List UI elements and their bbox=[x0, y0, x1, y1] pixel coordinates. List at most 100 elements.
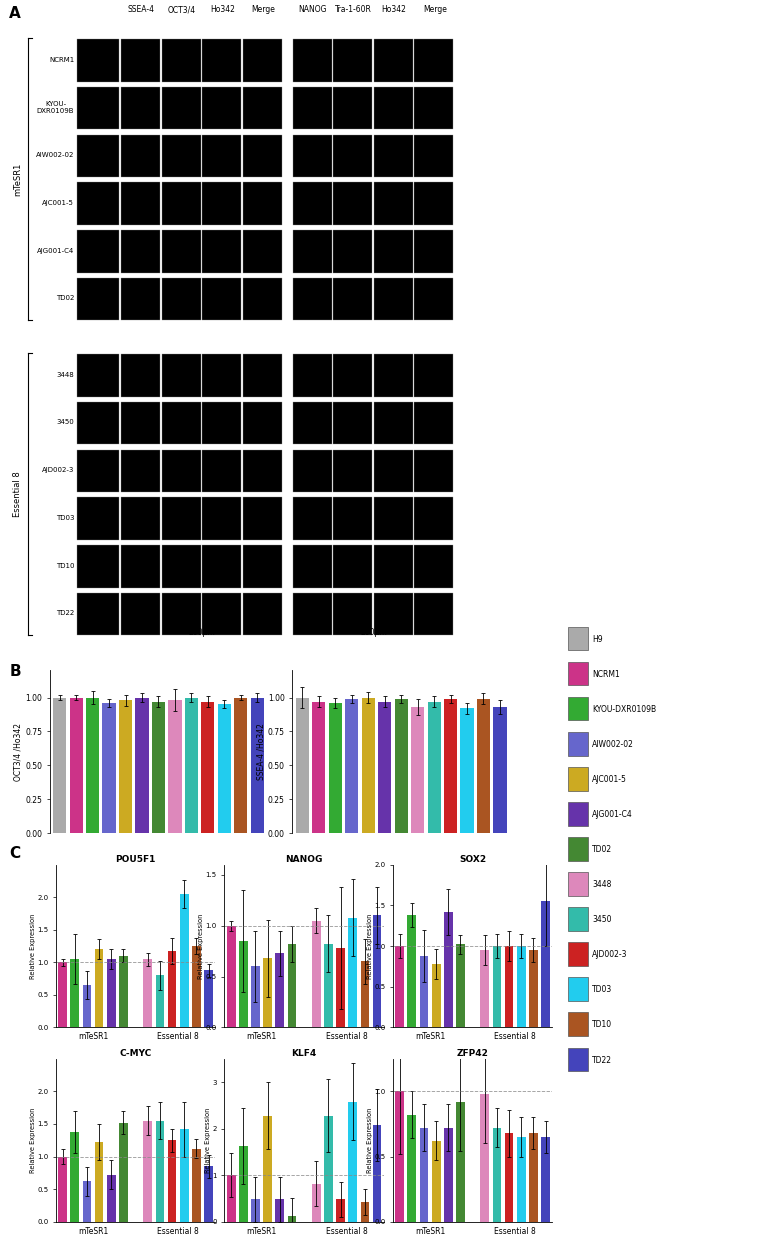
Ellipse shape bbox=[167, 406, 195, 440]
Ellipse shape bbox=[248, 139, 277, 173]
Bar bbox=[201, 702, 214, 833]
Ellipse shape bbox=[248, 187, 277, 221]
Ellipse shape bbox=[339, 502, 367, 535]
Bar bbox=[70, 698, 83, 833]
Ellipse shape bbox=[248, 550, 277, 583]
Ellipse shape bbox=[126, 139, 155, 173]
Ellipse shape bbox=[420, 455, 448, 487]
Bar bbox=[70, 1131, 79, 1222]
Text: C: C bbox=[9, 846, 21, 861]
Ellipse shape bbox=[83, 187, 113, 221]
Bar bbox=[239, 1146, 247, 1222]
Ellipse shape bbox=[420, 550, 448, 583]
Bar bbox=[505, 1133, 513, 1222]
Bar bbox=[205, 970, 213, 1027]
Text: TD10: TD10 bbox=[592, 1020, 612, 1030]
Bar bbox=[264, 959, 272, 1027]
Bar bbox=[185, 698, 198, 833]
Text: TD22: TD22 bbox=[56, 610, 74, 616]
Ellipse shape bbox=[167, 358, 195, 392]
Bar bbox=[250, 698, 264, 833]
Ellipse shape bbox=[126, 358, 155, 392]
Ellipse shape bbox=[208, 406, 236, 440]
Ellipse shape bbox=[298, 44, 326, 76]
Bar bbox=[420, 956, 428, 1027]
Y-axis label: OCT3/4 /Ho342: OCT3/4 /Ho342 bbox=[13, 723, 22, 781]
Bar bbox=[373, 916, 381, 1027]
Ellipse shape bbox=[298, 455, 326, 487]
Bar bbox=[107, 959, 116, 1027]
Ellipse shape bbox=[167, 187, 195, 221]
Bar bbox=[143, 959, 152, 1027]
Bar bbox=[180, 1129, 188, 1222]
Ellipse shape bbox=[167, 455, 195, 487]
Bar bbox=[70, 959, 79, 1027]
Bar bbox=[432, 1141, 440, 1222]
Ellipse shape bbox=[248, 406, 277, 440]
Bar bbox=[218, 704, 231, 833]
Ellipse shape bbox=[167, 502, 195, 535]
Ellipse shape bbox=[248, 91, 277, 125]
Bar bbox=[460, 708, 473, 833]
Text: TD10: TD10 bbox=[56, 563, 74, 569]
Ellipse shape bbox=[339, 358, 367, 392]
Ellipse shape bbox=[339, 598, 367, 630]
Bar bbox=[287, 944, 296, 1027]
Ellipse shape bbox=[167, 234, 195, 268]
Ellipse shape bbox=[298, 502, 326, 535]
Bar bbox=[408, 1115, 416, 1222]
Bar bbox=[517, 1136, 525, 1222]
Bar bbox=[542, 901, 550, 1027]
Bar bbox=[542, 1136, 550, 1222]
Ellipse shape bbox=[126, 44, 155, 76]
Ellipse shape bbox=[298, 139, 326, 173]
Bar bbox=[395, 946, 404, 1027]
Title: POU5F1: POU5F1 bbox=[116, 855, 155, 863]
Bar bbox=[493, 1128, 501, 1222]
Y-axis label: Relative Expression: Relative Expression bbox=[30, 913, 36, 979]
Text: AJD002-3: AJD002-3 bbox=[592, 950, 627, 960]
Bar bbox=[53, 698, 67, 833]
Ellipse shape bbox=[126, 91, 155, 125]
Y-axis label: Relative Expression: Relative Expression bbox=[30, 1108, 36, 1173]
Ellipse shape bbox=[339, 187, 367, 221]
Bar bbox=[312, 1184, 321, 1222]
Ellipse shape bbox=[339, 282, 367, 316]
Bar bbox=[336, 1199, 345, 1222]
Ellipse shape bbox=[379, 550, 408, 583]
Ellipse shape bbox=[126, 455, 155, 487]
Ellipse shape bbox=[208, 358, 236, 392]
Title: SOX2: SOX2 bbox=[459, 855, 486, 863]
Ellipse shape bbox=[298, 187, 326, 221]
Ellipse shape bbox=[248, 282, 277, 316]
Ellipse shape bbox=[420, 502, 448, 535]
Bar bbox=[276, 1199, 284, 1222]
Bar bbox=[361, 1202, 369, 1222]
Ellipse shape bbox=[248, 502, 277, 535]
Ellipse shape bbox=[126, 187, 155, 221]
Ellipse shape bbox=[83, 234, 113, 268]
Bar bbox=[83, 1182, 91, 1222]
Bar bbox=[361, 961, 369, 1027]
Ellipse shape bbox=[83, 139, 113, 173]
Bar bbox=[155, 1120, 164, 1222]
Bar bbox=[324, 944, 332, 1027]
Ellipse shape bbox=[126, 406, 155, 440]
Ellipse shape bbox=[208, 139, 236, 173]
Bar bbox=[493, 946, 501, 1027]
Bar bbox=[227, 926, 235, 1027]
Bar bbox=[169, 700, 182, 833]
Bar bbox=[136, 698, 149, 833]
Y-axis label: Relative Expression: Relative Expression bbox=[367, 1108, 373, 1173]
Bar bbox=[477, 699, 490, 833]
Ellipse shape bbox=[83, 550, 113, 583]
Bar bbox=[192, 946, 201, 1027]
Ellipse shape bbox=[379, 91, 408, 125]
Y-axis label: Relative Expression: Relative Expression bbox=[367, 913, 373, 979]
Bar bbox=[420, 1128, 428, 1222]
Bar bbox=[427, 702, 440, 833]
Ellipse shape bbox=[420, 282, 448, 316]
Text: Ho342: Ho342 bbox=[381, 5, 407, 14]
Text: AJC001-5: AJC001-5 bbox=[592, 774, 627, 784]
Bar bbox=[287, 1217, 296, 1222]
